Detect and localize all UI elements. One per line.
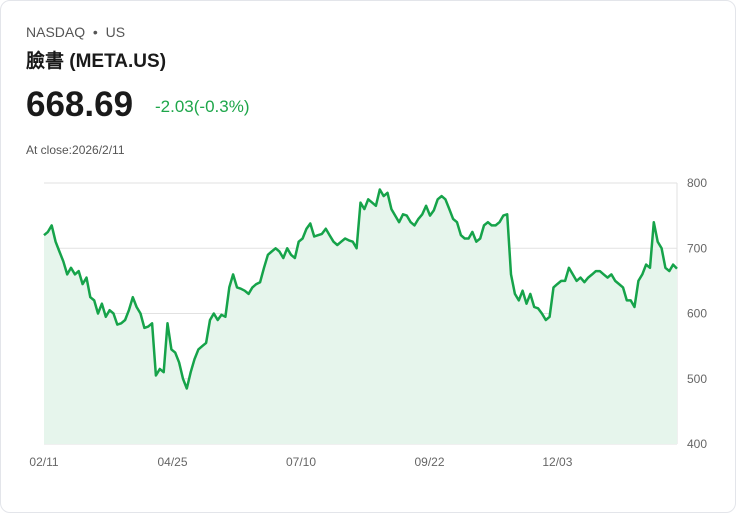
market: US: [105, 24, 126, 40]
area-fill: [44, 189, 677, 444]
price-line: [43, 188, 678, 390]
x-tick-label: 04/25: [157, 455, 187, 469]
x-tick-label: 09/22: [414, 455, 444, 469]
y-tick-label: 600: [687, 307, 707, 321]
y-tick-label: 500: [687, 372, 707, 386]
close-label: At close:2026/2/11: [26, 143, 125, 157]
x-tick-label: 07/10: [286, 455, 316, 469]
separator: •: [92, 24, 98, 40]
price-change: -2.03(-0.3%): [155, 97, 250, 116]
x-tick-label: 02/11: [29, 455, 58, 469]
x-tick-label: 12/03: [542, 455, 572, 469]
y-tick-label: 400: [687, 437, 707, 451]
y-tick-label: 800: [687, 176, 707, 190]
price: 668.69: [26, 85, 134, 124]
stock-title: 臉書 (META.US): [26, 51, 167, 72]
y-tick-label: 700: [687, 241, 707, 255]
exchange: NASDAQ: [26, 24, 86, 40]
exchange-line: NASDAQ • US: [26, 24, 125, 40]
